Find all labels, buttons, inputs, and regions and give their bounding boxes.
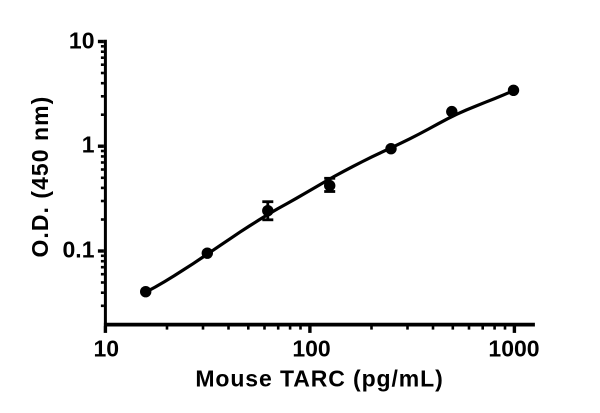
svg-text:1: 1 — [82, 132, 95, 158]
svg-text:O.D. (450 nm): O.D. (450 nm) — [27, 96, 53, 258]
svg-text:1000: 1000 — [488, 336, 539, 362]
svg-text:100: 100 — [292, 336, 330, 362]
svg-text:10: 10 — [69, 28, 95, 54]
svg-text:10: 10 — [94, 336, 120, 362]
svg-text:Mouse TARC (pg/mL): Mouse TARC (pg/mL) — [195, 366, 443, 392]
svg-text:0.1: 0.1 — [63, 237, 95, 263]
